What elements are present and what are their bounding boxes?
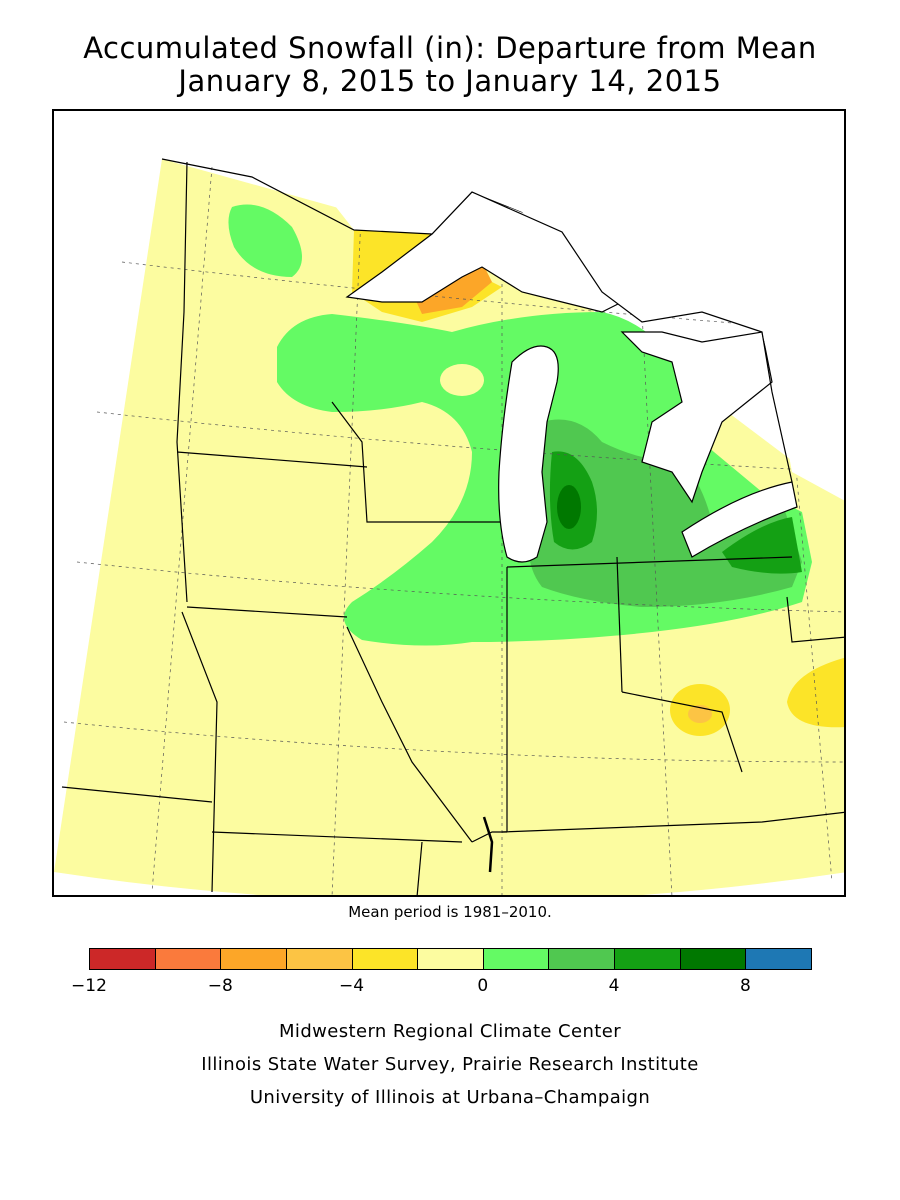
legend-swatch bbox=[679, 948, 747, 970]
legend-swatch bbox=[351, 948, 419, 970]
legend-swatch bbox=[614, 948, 681, 970]
credit-isws: Illinois State Water Survey, Prairie Res… bbox=[201, 1054, 699, 1075]
legend-swatch bbox=[285, 948, 353, 970]
color-legend bbox=[89, 948, 812, 970]
contour-surplus-mi-max bbox=[557, 485, 581, 529]
contour-surplus-nw-mn bbox=[228, 204, 302, 277]
lake-huron bbox=[620, 331, 773, 504]
chart-date-range: January 8, 2015 to January 14, 2015 bbox=[178, 64, 722, 98]
map-frame bbox=[52, 109, 846, 897]
legend-swatch bbox=[154, 948, 222, 970]
legend-tick-label: 0 bbox=[477, 976, 489, 996]
credit-uiuc: University of Illinois at Urbana–Champai… bbox=[249, 1087, 651, 1108]
canada-north bbox=[252, 113, 844, 501]
legend-swatch bbox=[548, 948, 616, 970]
lake-michigan bbox=[498, 345, 559, 563]
legend-tick-label: 4 bbox=[608, 976, 620, 996]
legend-tick-label: −12 bbox=[71, 976, 107, 996]
legend-swatch bbox=[89, 948, 156, 970]
state-boundaries bbox=[61, 161, 844, 895]
legend-swatch bbox=[220, 948, 287, 970]
river-mississippi-tn bbox=[482, 816, 494, 873]
contour-hole-wisconsin bbox=[440, 364, 484, 396]
legend-tick-label: 8 bbox=[739, 976, 751, 996]
legend-tick-label: −4 bbox=[339, 976, 365, 996]
contour-surplus-ontario bbox=[722, 517, 802, 574]
legend-swatch bbox=[745, 948, 812, 970]
chart-title: Accumulated Snowfall (in): Departure fro… bbox=[83, 31, 817, 65]
contour-deficit-ohio-core bbox=[688, 705, 712, 723]
contour-deficit-keweenaw bbox=[412, 262, 492, 314]
canada-shoreline bbox=[161, 158, 793, 483]
legend-swatch bbox=[482, 948, 550, 970]
legend-swatch bbox=[417, 948, 484, 970]
mean-period-note: Mean period is 1981–2010. bbox=[348, 903, 552, 921]
contour-deficit-wv bbox=[787, 657, 844, 728]
credit-mrcc: Midwestern Regional Climate Center bbox=[278, 1021, 622, 1042]
lake-erie bbox=[681, 481, 798, 558]
legend-tick-label: −8 bbox=[207, 976, 233, 996]
snowfall-departure-map bbox=[54, 113, 844, 895]
